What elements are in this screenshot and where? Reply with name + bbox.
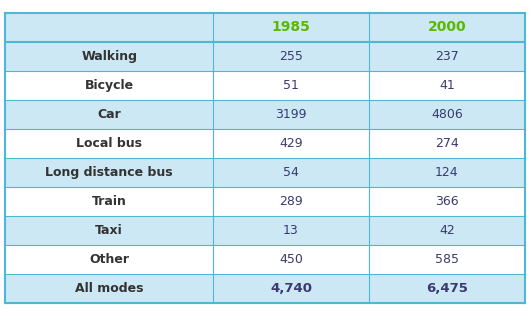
Text: 3199: 3199	[275, 108, 307, 121]
Text: 429: 429	[279, 137, 303, 150]
Text: Car: Car	[98, 108, 121, 121]
Text: Taxi: Taxi	[95, 224, 123, 237]
Bar	[5, 158, 525, 187]
Bar	[5, 71, 525, 100]
Text: Walking: Walking	[81, 50, 137, 63]
Text: 366: 366	[435, 195, 458, 208]
Text: 450: 450	[279, 253, 303, 266]
Text: 124: 124	[435, 166, 458, 179]
Text: Local bus: Local bus	[76, 137, 142, 150]
Text: 289: 289	[279, 195, 303, 208]
Text: 54: 54	[283, 166, 299, 179]
Text: 13: 13	[283, 224, 299, 237]
Text: 237: 237	[435, 50, 458, 63]
Text: 4806: 4806	[431, 108, 463, 121]
Bar	[5, 129, 525, 158]
Bar	[5, 216, 525, 245]
Text: Train: Train	[92, 195, 127, 208]
Bar	[5, 245, 525, 274]
Bar	[5, 42, 525, 71]
Bar	[5, 187, 525, 216]
Bar	[5, 100, 525, 129]
Text: Long distance bus: Long distance bus	[46, 166, 173, 179]
Text: 41: 41	[439, 79, 455, 92]
Text: 274: 274	[435, 137, 458, 150]
Text: All modes: All modes	[75, 282, 144, 295]
Text: 1985: 1985	[271, 20, 311, 34]
Text: 585: 585	[435, 253, 459, 266]
Text: Other: Other	[89, 253, 129, 266]
Text: 255: 255	[279, 50, 303, 63]
Text: 4,740: 4,740	[270, 282, 312, 295]
Bar	[5, 274, 525, 303]
Text: 42: 42	[439, 224, 455, 237]
Text: 51: 51	[283, 79, 299, 92]
Bar	[5, 13, 525, 42]
Text: Bicycle: Bicycle	[85, 79, 134, 92]
Text: 6,475: 6,475	[426, 282, 468, 295]
Text: 2000: 2000	[428, 20, 466, 34]
